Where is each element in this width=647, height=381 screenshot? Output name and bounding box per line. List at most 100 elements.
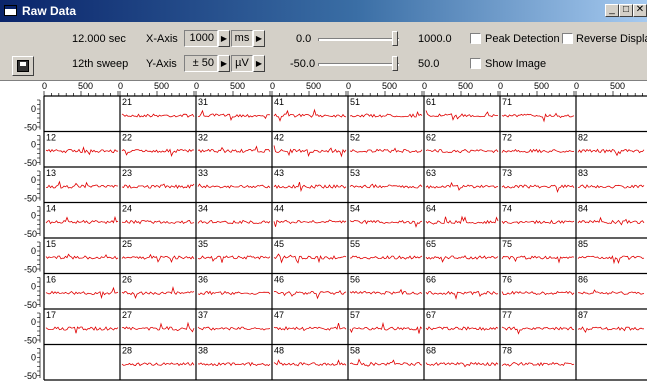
minimize-button[interactable]: _ <box>605 4 619 17</box>
y-slider-min-label: -50.0 <box>290 58 316 70</box>
channel-label: 74 <box>502 204 512 214</box>
y-tick-label: -50 <box>24 265 37 275</box>
channel-trace <box>501 219 575 225</box>
peak-detection-checkbox[interactable] <box>470 33 481 44</box>
channel-label: 45 <box>274 239 284 249</box>
channel-trace <box>577 216 645 226</box>
channel-trace <box>121 321 195 333</box>
restore-button[interactable]: □ <box>619 4 633 17</box>
channel-label: 76 <box>502 275 512 285</box>
channel-label: 66 <box>426 275 436 285</box>
channel-label: 54 <box>350 204 360 214</box>
channel-label: 78 <box>502 346 512 356</box>
channel-label: 12 <box>46 133 56 143</box>
channel-trace <box>197 219 271 225</box>
channel-label: 77 <box>502 310 512 320</box>
channel-trace <box>273 108 347 122</box>
channel-label: 33 <box>198 168 208 178</box>
x-axis-label: X-Axis <box>146 33 178 45</box>
y-tick-label: -50 <box>24 123 37 133</box>
channel-trace <box>45 180 119 189</box>
spin-right-arrow-icon[interactable]: ▶ <box>253 30 265 47</box>
y-tick-label: -50 <box>24 194 37 204</box>
channel-trace <box>273 253 347 264</box>
channel-label: 43 <box>274 168 284 178</box>
show-image-label: Show Image <box>485 58 547 70</box>
channel-label: 75 <box>502 239 512 249</box>
channel-trace <box>577 255 645 265</box>
channel-label: 31 <box>198 97 208 107</box>
channel-trace <box>121 183 195 189</box>
channel-trace <box>501 184 575 194</box>
y-range-slider-thumb[interactable] <box>392 56 398 71</box>
channel-trace <box>425 181 499 191</box>
channel-label: 56 <box>350 275 360 285</box>
y-tick-label: 0 <box>31 175 36 185</box>
channel-label: 22 <box>122 133 132 143</box>
channel-label: 25 <box>122 239 132 249</box>
channel-label: 48 <box>274 346 284 356</box>
channel-label: 16 <box>46 275 56 285</box>
channel-trace <box>349 219 423 228</box>
channel-label: 15 <box>46 239 56 249</box>
channel-trace <box>349 288 423 295</box>
x-range-slider-track[interactable] <box>318 38 399 41</box>
y-tick-label: -50 <box>24 371 37 381</box>
channel-label: 17 <box>46 310 56 320</box>
x-axis-value-field[interactable]: 1000 <box>184 30 218 47</box>
channel-trace <box>501 148 575 154</box>
channel-trace <box>197 255 271 263</box>
spin-right-arrow-icon[interactable]: ▶ <box>218 30 230 47</box>
channel-trace <box>349 147 423 154</box>
y-tick-label: 0 <box>31 140 36 150</box>
channel-label: 61 <box>426 97 436 107</box>
show-image-checkbox[interactable] <box>470 58 481 69</box>
x-tick-label: 500 <box>78 81 93 91</box>
channel-trace <box>197 183 271 189</box>
spin-right-arrow-icon[interactable]: ▶ <box>253 55 265 72</box>
x-axis-unit-field[interactable]: ms <box>231 30 253 47</box>
channel-label: 36 <box>198 275 208 285</box>
channel-label: 72 <box>502 133 512 143</box>
channel-label: 21 <box>122 97 132 107</box>
channel-trace <box>349 110 423 118</box>
channel-trace <box>197 290 271 296</box>
channel-trace <box>273 359 347 367</box>
channel-label: 63 <box>426 168 436 178</box>
y-range-slider-track[interactable] <box>318 63 399 66</box>
channel-trace <box>197 109 271 122</box>
toolbar: 12.000 sec 12th sweep X-Axis 1000 ▶ ms ▶… <box>0 22 647 81</box>
channel-label: 44 <box>274 204 284 214</box>
channel-trace <box>121 362 195 367</box>
reverse-display-label: Reverse Display <box>576 33 647 45</box>
channel-trace <box>197 145 271 154</box>
channel-label: 64 <box>426 204 436 214</box>
save-button[interactable] <box>12 56 34 76</box>
y-axis-unit-field[interactable]: µV <box>231 55 253 72</box>
y-axis-value-field[interactable]: ± 50 <box>184 55 218 72</box>
channel-trace <box>121 219 195 225</box>
channel-trace <box>121 113 195 118</box>
channel-trace <box>349 255 423 260</box>
spin-right-arrow-icon[interactable]: ▶ <box>218 55 230 72</box>
channel-trace <box>273 181 347 193</box>
channel-label: 87 <box>578 310 588 320</box>
reverse-display-checkbox[interactable] <box>562 33 573 44</box>
x-tick-label: 0 <box>498 81 503 91</box>
channel-trace <box>425 149 499 154</box>
channel-label: 28 <box>122 346 132 356</box>
channel-label: 14 <box>46 204 56 214</box>
x-tick-label: 500 <box>610 81 625 91</box>
channel-trace <box>425 255 499 263</box>
close-button[interactable]: ✕ <box>633 4 647 17</box>
channel-label: 34 <box>198 204 208 214</box>
channel-label: 52 <box>350 133 360 143</box>
electrode-grid-svg: 0 500 0 500 0 500 0 500 0 500 0 500 0 500 0 500 0 -50 0 -50… <box>24 81 647 381</box>
x-range-slider-thumb[interactable] <box>392 31 398 46</box>
channel-trace <box>577 289 645 295</box>
channel-trace <box>501 361 575 367</box>
channel-label: 65 <box>426 239 436 249</box>
channel-trace <box>45 286 119 300</box>
channel-trace <box>349 358 423 367</box>
channel-label: 32 <box>198 133 208 143</box>
